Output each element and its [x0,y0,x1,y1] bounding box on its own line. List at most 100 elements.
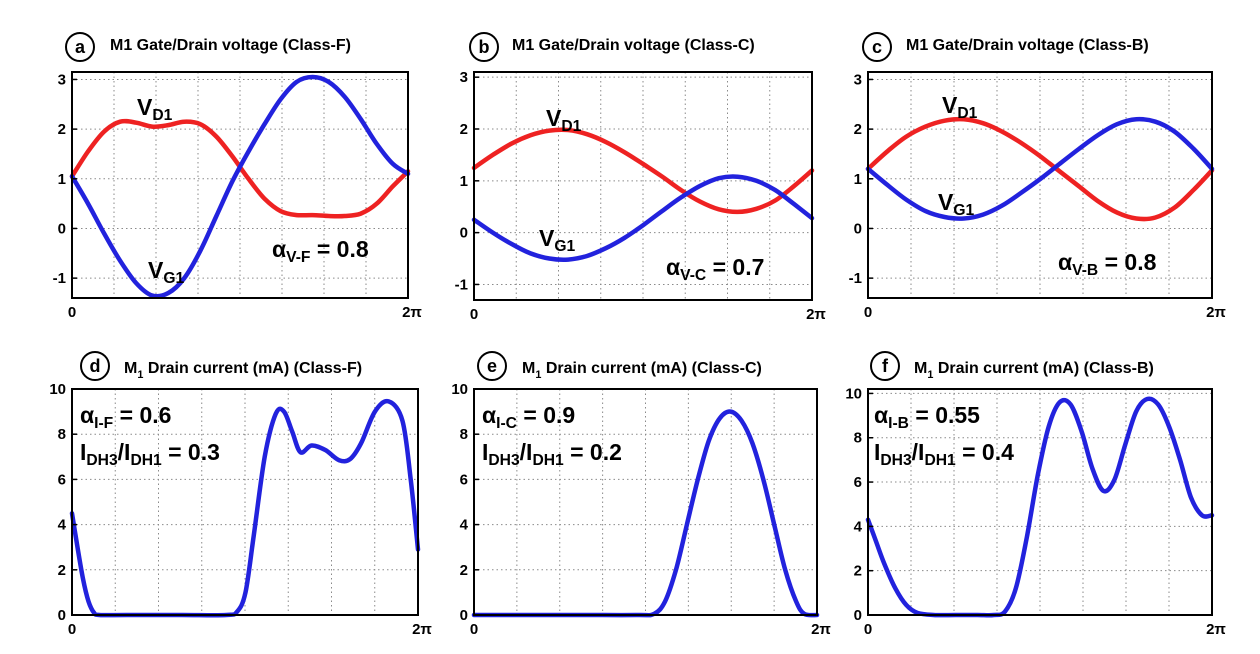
panel-note-part: = 0.2 [564,439,622,465]
y-tick-label: 0 [854,607,862,624]
x-tick-label: 2π [811,621,831,638]
panel-title-part: 1 [535,369,541,381]
y-tick-label: 10 [49,381,66,398]
panel-note: αV-C = 0.7 [666,254,764,284]
y-tick-label: 3 [58,71,66,88]
panel-title-part: 1 [927,369,933,381]
y-tick-label: 2 [58,121,66,138]
panel-d: 0 2 4 6 8 10 0 2π d M1 Drain current (mA) (Class-… [49,351,432,638]
panel-note-part: = 0.3 [162,439,220,465]
panel-badge-letter: d [90,356,101,376]
x-tick-label: 0 [68,621,76,638]
y-tick-label: 8 [460,426,468,443]
curve-label-vd1-part: V [942,92,958,118]
x-tick-label: 2π [806,306,826,323]
panel-badge-letter: e [487,356,497,376]
panel-title-part: Drain current (mA) (Class-B) [933,360,1153,377]
panel-note-part: V-F [286,249,310,266]
panel-title: M1 Drain current (mA) (Class-C) [522,360,762,381]
panel-title-part: M [522,360,535,377]
panel-note: αV-F = 0.8 [272,236,369,266]
panel-note-part: V-C [680,267,706,284]
panel-note-part: = 0.55 [909,402,980,428]
panel-badge-letter: f [882,356,889,376]
panel-note: αI-B = 0.55 [874,402,980,432]
panel-note-part: α [1058,249,1072,275]
axes-frame [867,71,1213,299]
panel-note-part: DH3 [488,452,520,469]
panel-note-part: α [874,402,888,428]
y-tick-label: 0 [58,607,66,624]
y-tick-label: 2 [854,563,862,580]
y-tick-label: 3 [460,69,468,86]
panel-note-part: I-B [888,415,909,432]
y-tick-label: 6 [58,471,66,488]
panel-note-part: V-B [1072,262,1098,279]
x-tick-label: 0 [864,621,872,638]
panel-title-part: Drain current (mA) (Class-C) [541,360,761,377]
y-tick-label: -1 [53,270,66,287]
x-tick-label: 0 [470,621,478,638]
panel-note-part: = 0.8 [310,236,368,262]
curve-label-vg1-part: V [539,225,555,251]
curve-label-vg1: VG1 [938,189,974,219]
series-line-id1 [69,398,421,618]
panel-note-part: DH3 [86,452,118,469]
curve-label-vg1-part: G1 [163,270,184,287]
panel-badge-circle [862,32,892,62]
y-tick-label: 1 [58,171,66,188]
panel-note-part: DH1 [924,452,956,469]
y-tick-label: 4 [58,517,67,534]
y-tick-label: 0 [460,225,468,242]
panel-title-part: M1 Gate/Drain voltage (Class-B) [906,37,1149,54]
y-tick-label: 0 [460,607,468,624]
panel-e: 0 2 4 6 8 10 0 2π e M1 Drain current (mA) (Class-… [451,351,831,638]
panel-note-part: = 0.8 [1098,249,1156,275]
curve-label-vd1: VD1 [546,105,582,135]
curve-label-vd1: VD1 [137,94,173,124]
series-line-vd1 [865,116,1215,222]
panel-note-part: = 0.9 [517,402,575,428]
x-tick-label: 2π [1206,621,1226,638]
panel-badge-circle [65,32,95,62]
panel-title-part: 1 [137,369,143,381]
x-tick-label: 2π [1206,304,1226,321]
y-tick-label: 3 [854,71,862,88]
y-tick-label: 2 [460,121,468,138]
panel-note-part: /I [520,439,533,465]
y-tick-label: 0 [854,220,862,237]
panel-title: M1 Gate/Drain voltage (Class-F) [110,37,351,54]
y-tick-label: 10 [845,385,862,402]
panel-note-part: DH3 [880,452,912,469]
y-tick-label: -1 [455,276,468,293]
panel-note-part: = 0.6 [113,402,171,428]
panel-title-part: M [914,360,927,377]
curve-label-vd1-part: D1 [561,118,581,135]
y-tick-label: 2 [854,121,862,138]
axes-frame [71,71,409,299]
panel-title: M1 Gate/Drain voltage (Class-B) [906,37,1149,54]
curve-label-vd1-part: D1 [152,107,172,124]
series-line-vg1 [865,116,1215,221]
panel-note-part: I [80,439,86,465]
series-line-vg1 [69,74,411,299]
panel-badge-letter: c [872,37,882,57]
x-tick-label: 0 [68,304,76,321]
x-tick-label: 0 [864,304,872,321]
axes-frame [867,388,1213,616]
y-tick-label: -1 [849,270,862,287]
x-tick-label: 2π [402,304,422,321]
panel-badge-circle [469,32,499,62]
series-line-vd1 [471,127,815,215]
curve-label-vd1-part: V [137,94,153,120]
panel-title: M1 Drain current (mA) (Class-F) [124,360,362,381]
panel-note: IDH3/IDH1 = 0.2 [482,439,622,469]
panel-note-part: I-C [496,415,517,432]
panel-title-part: M1 Gate/Drain voltage (Class-F) [110,37,351,54]
panel-title-part: Drain current (mA) (Class-F) [143,360,362,377]
y-tick-label: 1 [854,171,862,188]
curve-label-vg1-part: G1 [554,238,575,255]
